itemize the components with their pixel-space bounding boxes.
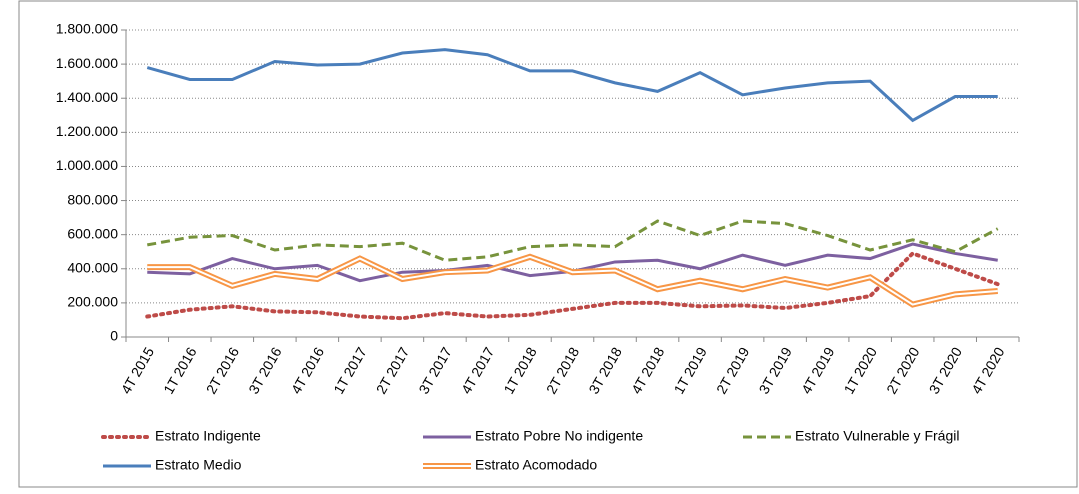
y-tick-label: 800.000: [67, 191, 118, 207]
y-tick-label: 1.800.000: [56, 21, 118, 37]
legend-label: Estrato Pobre No indigente: [475, 428, 643, 444]
y-tick-label: 1.600.000: [56, 55, 118, 71]
legend-label: Estrato Medio: [155, 457, 242, 473]
y-tick-label: 1.400.000: [56, 89, 118, 105]
series-line: [146, 48, 998, 123]
series-line-inner: [147, 255, 998, 306]
y-tick-label: 1.000.000: [56, 157, 118, 173]
series-line: [145, 251, 1000, 321]
legend-label: Estrato Indigente: [155, 428, 261, 444]
series-line: [146, 219, 999, 262]
y-tick-label: 600.000: [67, 225, 118, 241]
y-tick-label: 200.000: [67, 294, 118, 310]
y-tick-label: 0: [110, 328, 118, 344]
legend-label: Estrato Vulnerable y Frágil: [795, 428, 959, 444]
y-tick-label: 400.000: [67, 259, 118, 275]
legend-label: Estrato Acomodado: [475, 457, 597, 473]
y-tick-label: 1.200.000: [56, 123, 118, 139]
